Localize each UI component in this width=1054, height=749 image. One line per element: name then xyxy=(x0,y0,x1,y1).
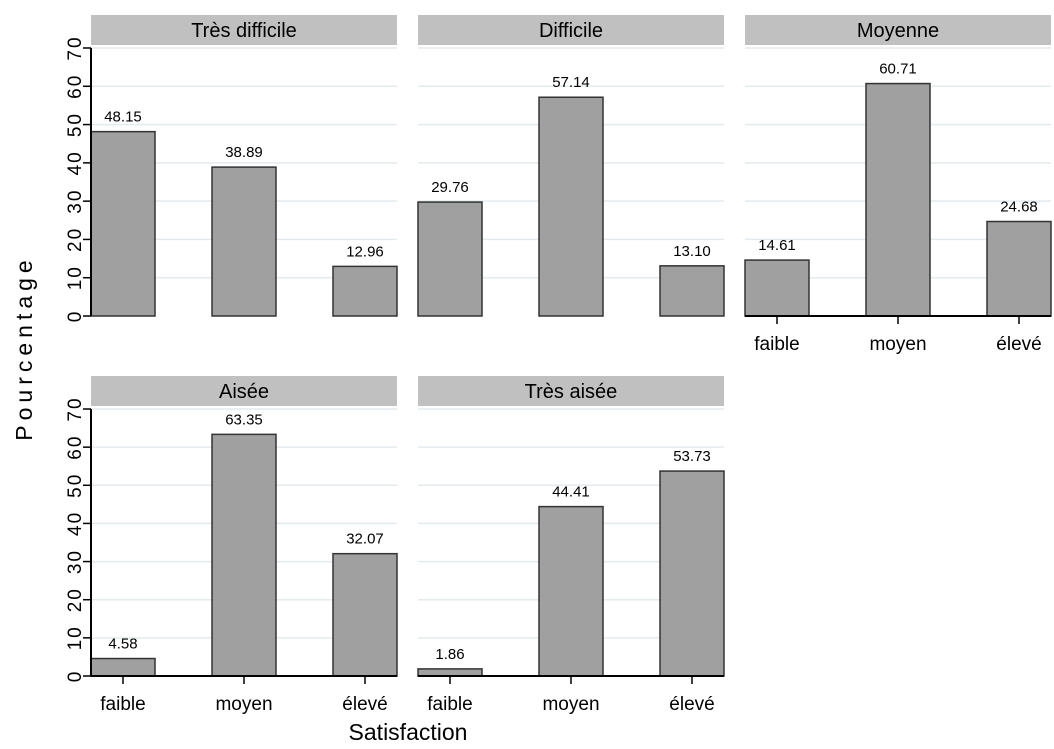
y-tick-label: 60 xyxy=(65,435,86,460)
bar-value-label: 63.35 xyxy=(225,411,263,428)
bar-eleve xyxy=(986,220,1052,317)
bar-value-label: 32.07 xyxy=(346,531,384,548)
y-tick-label: 50 xyxy=(65,112,86,137)
panel-title: Moyenne xyxy=(857,20,939,42)
bar-moyen xyxy=(865,82,931,317)
y-tick-label: 30 xyxy=(65,189,86,214)
panel-strip xyxy=(91,376,397,406)
x-tick-label: moyen xyxy=(869,334,926,355)
y-tick-label: 60 xyxy=(65,74,86,99)
bar-value-label: 1.86 xyxy=(435,646,464,663)
panel-title: Très difficile xyxy=(191,20,297,42)
panel-strip xyxy=(745,15,1051,45)
bar-value-label: 53.73 xyxy=(673,448,711,465)
bar-value-label: 44.41 xyxy=(552,484,590,501)
bar-faible xyxy=(90,130,156,317)
panel-title: Difficile xyxy=(539,20,603,42)
bar-moyen xyxy=(211,166,277,317)
bar-faible xyxy=(90,657,156,677)
x-tick-label: élevé xyxy=(996,334,1041,355)
y-tick-label: 70 xyxy=(65,396,86,421)
bar-moyen xyxy=(538,96,604,317)
y-tick-label: 20 xyxy=(65,227,86,252)
y-tick-label: 40 xyxy=(65,511,86,536)
panel-tres-difficile: Très difficile 48.15 38.89 12.96 0 10 20 30 40 50… xyxy=(65,15,398,323)
x-tick-label: moyen xyxy=(215,694,272,715)
bar-moyen xyxy=(538,505,604,677)
bar-value-label: 4.58 xyxy=(108,636,137,653)
x-tick-label: élevé xyxy=(669,694,714,715)
bar-value-label: 57.14 xyxy=(552,74,590,91)
bar-faible xyxy=(417,668,483,677)
bar-value-label: 14.61 xyxy=(758,237,796,254)
chart-panels: Très difficile 48.15 38.89 12.96 0 10 20 30 40 50… xyxy=(65,15,1052,715)
x-tick-label: élevé xyxy=(342,694,387,715)
panel-difficile: Difficile 29.76 57.14 13.10 xyxy=(417,15,725,317)
panel-strip xyxy=(91,15,397,45)
y-tick-label: 0 xyxy=(65,670,86,683)
x-tick-label: faible xyxy=(754,334,799,355)
bar-eleve xyxy=(659,265,725,317)
bar-value-label: 29.76 xyxy=(431,179,469,196)
bar-eleve xyxy=(332,552,398,677)
bar-value-label: 48.15 xyxy=(104,109,142,126)
y-tick-label: 70 xyxy=(65,35,86,60)
panel-aisee: Aisée 4.58 63.35 32.07 0 10 20 30 40 50 60 70 faible… xyxy=(65,376,398,715)
x-tick-label: moyen xyxy=(542,694,599,715)
panel-strip xyxy=(418,15,724,45)
bar-faible xyxy=(417,201,483,317)
panel-tres-aisee: Très aisée 1.86 44.41 53.73 faible moyen élevé xyxy=(417,376,725,715)
y-tick-label: 30 xyxy=(65,549,86,574)
y-tick-label: 10 xyxy=(65,265,86,290)
y-tick-label: 20 xyxy=(65,587,86,612)
y-axis-label: Pourcentage xyxy=(11,255,37,440)
bar-moyen xyxy=(211,433,277,677)
bar-value-label: 12.96 xyxy=(346,243,384,260)
panel-title: Très aisée xyxy=(525,381,618,403)
y-tick-label: 0 xyxy=(65,310,86,323)
bar-value-label: 24.68 xyxy=(1000,199,1038,216)
bar-eleve xyxy=(659,470,725,677)
bar-value-label: 13.10 xyxy=(673,243,711,260)
x-axis-label: Satisfaction xyxy=(349,719,468,745)
bar-value-label: 38.89 xyxy=(225,144,263,161)
bar-value-label: 60.71 xyxy=(879,61,917,78)
bar-faible xyxy=(744,259,810,317)
y-tick-label: 40 xyxy=(65,150,86,175)
panel-title: Aisée xyxy=(219,381,269,403)
y-tick-label: 50 xyxy=(65,473,86,498)
x-tick-label: faible xyxy=(100,694,145,715)
panel-strip xyxy=(418,376,724,406)
panel-moyenne: Moyenne 14.61 60.71 24.68 faible moyen élevé xyxy=(744,15,1052,355)
bar-eleve xyxy=(332,265,398,317)
y-tick-label: 10 xyxy=(65,625,86,650)
x-tick-label: faible xyxy=(427,694,472,715)
